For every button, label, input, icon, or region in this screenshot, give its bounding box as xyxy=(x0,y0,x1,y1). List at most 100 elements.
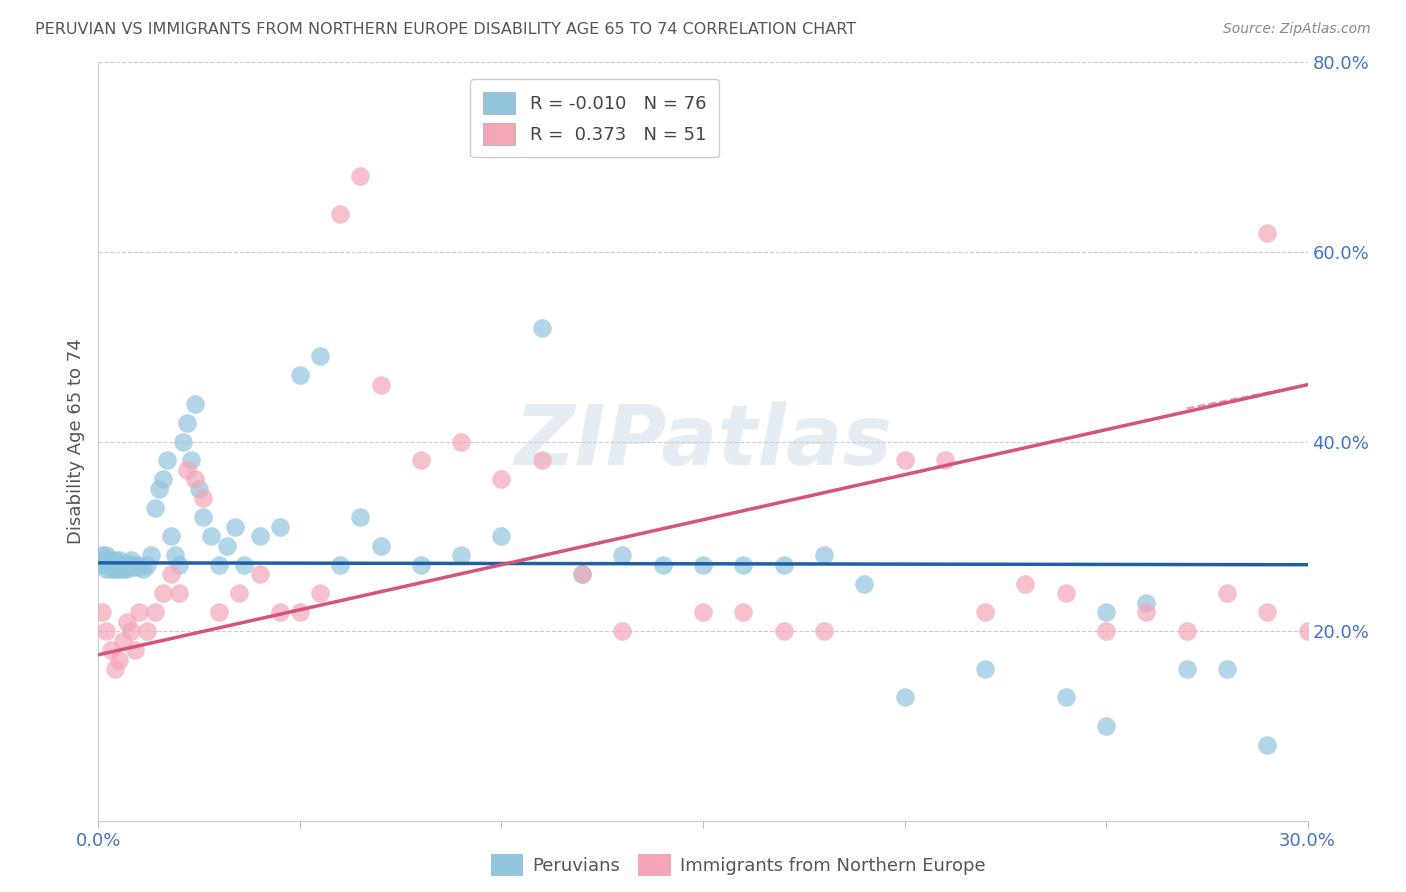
Point xyxy=(96,562,118,576)
Point xyxy=(692,558,714,572)
Point xyxy=(1095,624,1118,639)
Point xyxy=(1095,719,1118,733)
Point xyxy=(1175,662,1198,676)
Point xyxy=(163,548,186,563)
Point xyxy=(772,558,794,572)
Point xyxy=(176,463,198,477)
Point xyxy=(813,548,835,563)
Point xyxy=(1376,605,1399,619)
Point xyxy=(409,453,432,467)
Point xyxy=(692,605,714,619)
Point xyxy=(530,453,553,467)
Point xyxy=(974,605,997,619)
Point xyxy=(772,624,794,639)
Point xyxy=(612,548,634,563)
Point xyxy=(100,553,122,567)
Point xyxy=(853,576,876,591)
Point xyxy=(1014,576,1036,591)
Point xyxy=(156,453,179,467)
Point xyxy=(288,605,311,619)
Point xyxy=(143,605,166,619)
Point xyxy=(1337,605,1360,619)
Point xyxy=(167,558,190,572)
Point xyxy=(184,396,207,410)
Point xyxy=(200,529,222,543)
Point xyxy=(224,520,246,534)
Point xyxy=(96,624,118,639)
Point xyxy=(91,548,114,563)
Point xyxy=(180,453,202,467)
Point xyxy=(1135,596,1157,610)
Point xyxy=(249,529,271,543)
Legend: Peruvians, Immigrants from Northern Europe: Peruvians, Immigrants from Northern Euro… xyxy=(484,847,993,883)
Point xyxy=(1256,605,1278,619)
Point xyxy=(107,562,129,576)
Legend: R = -0.010   N = 76, R =  0.373   N = 51: R = -0.010 N = 76, R = 0.373 N = 51 xyxy=(470,79,718,157)
Point xyxy=(208,605,231,619)
Point xyxy=(370,377,392,392)
Point xyxy=(1095,605,1118,619)
Point xyxy=(288,368,311,383)
Point xyxy=(167,586,190,600)
Text: PERUVIAN VS IMMIGRANTS FROM NORTHERN EUROPE DISABILITY AGE 65 TO 74 CORRELATION : PERUVIAN VS IMMIGRANTS FROM NORTHERN EUR… xyxy=(35,22,856,37)
Point xyxy=(269,520,291,534)
Point xyxy=(974,662,997,676)
Point xyxy=(124,558,146,572)
Point xyxy=(96,548,118,563)
Point xyxy=(733,558,755,572)
Point xyxy=(329,207,352,221)
Point xyxy=(128,559,150,574)
Point xyxy=(651,558,673,572)
Point xyxy=(128,605,150,619)
Point xyxy=(193,491,215,506)
Point xyxy=(107,553,129,567)
Point xyxy=(193,510,215,524)
Point xyxy=(128,558,150,572)
Point xyxy=(571,567,593,582)
Point xyxy=(124,559,146,574)
Point xyxy=(349,169,371,184)
Point xyxy=(249,567,271,582)
Point xyxy=(91,605,114,619)
Point xyxy=(103,558,125,572)
Point xyxy=(135,558,157,572)
Point xyxy=(1296,624,1319,639)
Point xyxy=(893,690,915,705)
Point xyxy=(450,434,472,449)
Point xyxy=(188,482,211,496)
Point xyxy=(491,529,513,543)
Point xyxy=(184,473,207,487)
Y-axis label: Disability Age 65 to 74: Disability Age 65 to 74 xyxy=(66,339,84,544)
Point xyxy=(934,453,956,467)
Point xyxy=(115,556,138,570)
Point xyxy=(124,643,146,657)
Point xyxy=(120,558,142,572)
Point xyxy=(208,558,231,572)
Text: ZIPatlas: ZIPatlas xyxy=(515,401,891,482)
Point xyxy=(232,558,254,572)
Point xyxy=(370,539,392,553)
Point xyxy=(107,558,129,572)
Point xyxy=(217,539,239,553)
Point xyxy=(530,320,553,334)
Point xyxy=(172,434,194,449)
Point xyxy=(115,615,138,629)
Point xyxy=(160,529,183,543)
Point xyxy=(1256,738,1278,752)
Point xyxy=(152,586,174,600)
Point xyxy=(329,558,352,572)
Point xyxy=(1256,226,1278,240)
Point xyxy=(1216,586,1239,600)
Point xyxy=(111,562,134,576)
Point xyxy=(813,624,835,639)
Point xyxy=(733,605,755,619)
Text: Source: ZipAtlas.com: Source: ZipAtlas.com xyxy=(1223,22,1371,37)
Point xyxy=(1135,605,1157,619)
Point xyxy=(132,562,155,576)
Point xyxy=(100,643,122,657)
Point xyxy=(139,548,162,563)
Point xyxy=(1054,586,1077,600)
Point xyxy=(107,652,129,666)
Point xyxy=(103,553,125,567)
Point xyxy=(103,662,125,676)
